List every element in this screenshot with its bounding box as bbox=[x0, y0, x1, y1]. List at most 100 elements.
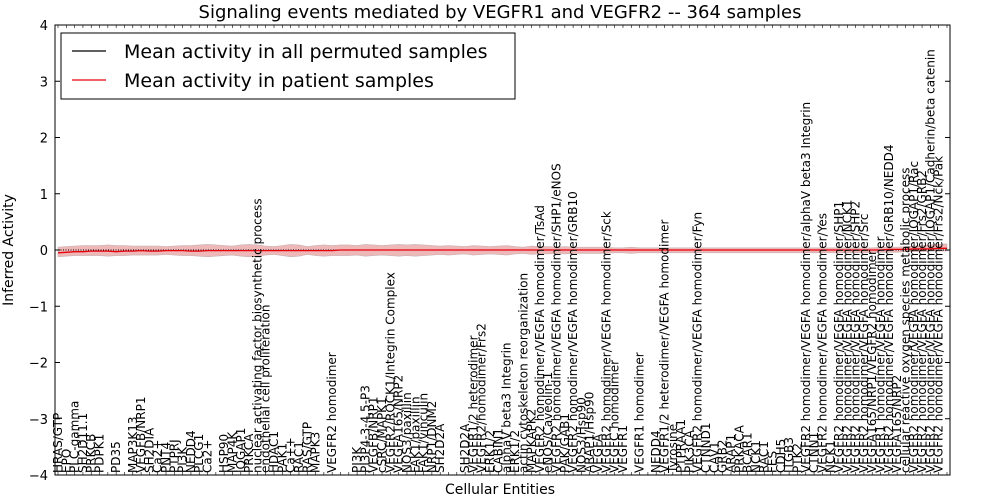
x-category-label: endothelial cell proliferation bbox=[259, 305, 273, 473]
x-category-label: GRB2 bbox=[716, 439, 730, 473]
x-category-label: VEGFR1/2 heterodimer/VEGFA homodimer bbox=[658, 220, 672, 473]
y-tick-label: 0 bbox=[40, 244, 48, 259]
x-category-label: MAPKAPK2 bbox=[525, 409, 539, 473]
x-category-label: VEGFR2 homodimer/VEGFA homodimer/SHP1 bbox=[832, 201, 846, 473]
x-category-label: PRKCB bbox=[84, 434, 98, 473]
x-category-label: VEGFR2/homodimer/Frs2 bbox=[475, 323, 489, 473]
x-category-label: PTPRJ bbox=[167, 439, 181, 473]
x-category-label: PIK3CA bbox=[682, 429, 696, 473]
x-category-label: NCK1 bbox=[749, 440, 763, 473]
y-tick-label: 3 bbox=[40, 75, 48, 90]
patient-mean-line bbox=[57, 247, 947, 254]
x-category-label: VEGFR2 homodimer/VEGFA homodimer/GRB10 bbox=[566, 191, 580, 473]
x-category-label: VEGFR2 homodimer/VEGFA homodimer/NCK1 bbox=[840, 199, 854, 473]
x-category-label: Ca2+ bbox=[201, 440, 215, 473]
x-category-label: VEGFR2 homodimer/VEGFA homodimer/Yes bbox=[815, 213, 829, 473]
x-category-label: RAC1 bbox=[292, 441, 306, 473]
x-category-label: HDAC1 bbox=[267, 431, 281, 473]
x-category-label: VEGFR1/2 heterodimer bbox=[466, 335, 480, 473]
x-category-label: PLC-gamma bbox=[68, 401, 82, 473]
x-category-label: VEGFR2 homodimer/VEGFA homodimer/Src bbox=[857, 213, 871, 473]
y-tick-label: −4 bbox=[29, 469, 48, 484]
x-category-label: VEGFR2/ROCK1/Integrin Complex bbox=[383, 272, 397, 473]
x-category-label: alphaV beta3 Integrin bbox=[500, 342, 514, 473]
x-category-label: VEGFB/NRP1 bbox=[134, 397, 148, 473]
x-category-label: VEGFR2 homodimer bbox=[325, 352, 339, 473]
x-category-label: PLCG1 bbox=[192, 434, 206, 473]
x-category-label: VEGFR2 homodimer/VEGFA homodimer/Frs2/GR… bbox=[915, 170, 929, 473]
legend-label-patient: Mean activity in patient samples bbox=[124, 70, 434, 92]
x-category-label: SH2D2A bbox=[458, 423, 472, 473]
x-category-label: CAV1 bbox=[707, 441, 721, 473]
x-category-label: VEGFA165/NRP2 bbox=[392, 375, 406, 473]
x-category-label: cSRC/MAPK1 bbox=[375, 397, 389, 473]
x-category-label: MAP4K bbox=[226, 431, 240, 473]
x-category-label: RAS/GTP bbox=[300, 422, 314, 473]
x-category-label: ERK1/2 bbox=[483, 430, 497, 473]
x-category-label: Tyrosine bbox=[666, 424, 680, 474]
y-axis-title: Inferred Activity bbox=[1, 194, 17, 306]
x-category-label: VEGFR1 bbox=[616, 425, 630, 473]
legend-label-permuted: Mean activity in all permuted samples bbox=[124, 41, 487, 63]
x-category-label: Ca2+ bbox=[151, 440, 165, 473]
x-category-label: VEGFR2 homodimer/VEGFA homodimer/GRB10/N… bbox=[882, 144, 896, 473]
x-category-label: VEGFR2 homodimer/VEGFA homodimer/TsAd bbox=[533, 205, 547, 473]
x-category-label: FAK1/vinculin bbox=[417, 393, 431, 473]
x-category-label: FAK1/paxillin bbox=[408, 396, 422, 473]
x-category-label: FES bbox=[766, 451, 780, 473]
x-category-label: PNT4 bbox=[159, 442, 173, 473]
x-category-label: IQGAP1 bbox=[234, 428, 248, 473]
x-category-label: VEGFR1 homodimer/VEGFA homodimer bbox=[874, 236, 888, 473]
x-category-label: PRKCA bbox=[242, 433, 256, 473]
y-axis: 4 3 2 1 0 −1 −2 −3 −4 bbox=[29, 19, 950, 484]
chart-title: Signaling events mediated by VEGFR1 and … bbox=[199, 2, 802, 23]
x-category-label: PD35 bbox=[109, 441, 123, 473]
y-tick-label: 4 bbox=[40, 19, 48, 34]
y-tick-label: −3 bbox=[29, 413, 48, 428]
x-category-label: VEGFR1 homodimer bbox=[633, 352, 647, 473]
x-category-label: MAPK3 bbox=[309, 432, 323, 473]
x-category-label: HSP90 bbox=[217, 434, 231, 473]
x-category-label: RAC1 bbox=[757, 441, 771, 473]
x-category-label: actin cytoskeleton reorganization bbox=[516, 273, 530, 473]
x-category-label: VEGFA165/NRP1/VEGFR2 homodimer bbox=[865, 250, 879, 473]
x-category-label: HRAS/GTP bbox=[51, 413, 65, 473]
x-category-label: NEDD4 bbox=[184, 430, 198, 473]
x-category-label: VEGFR2 homodimer/VEGFA homodimer/SHP2 bbox=[849, 201, 863, 473]
x-category-label: PDPK1 bbox=[93, 434, 107, 473]
x-category-label: eNOS/Caveolin-1 bbox=[541, 372, 555, 473]
x-category-label: Ca++ bbox=[284, 437, 298, 473]
x-category-label: VEGFC homodimer bbox=[608, 360, 622, 473]
x-category-label: CDH5 bbox=[774, 439, 788, 473]
x-category-label: NEDD4 bbox=[649, 430, 663, 473]
x-category-label: CTNND1 bbox=[699, 422, 713, 473]
x-category-label: PAK/GAB1 bbox=[558, 413, 572, 473]
x-category-label: CTNN1 bbox=[807, 432, 821, 473]
x-category-label: PI3K bbox=[176, 446, 190, 473]
x-category-label: PRKACA bbox=[732, 424, 746, 473]
x-category-label: BCAR1 bbox=[741, 432, 755, 473]
x-category-label: VEGFB/NRP1 bbox=[367, 397, 381, 473]
x-category-label: VEGFR2 homodimer/VEGFA homodimer/Fyn bbox=[691, 212, 705, 473]
x-category-label: ARAP1/Hsp90 bbox=[583, 392, 597, 473]
x-category-label: VEGFR2 homodimer/VEGFA homodimer/IQGAP1/… bbox=[923, 49, 937, 473]
y-tick-label: 1 bbox=[40, 188, 48, 203]
x-category-label: EPO bbox=[59, 449, 73, 473]
x-category-label: VEGFR2 homodimer/VEGFA homodimer/SHP1/eN… bbox=[550, 163, 564, 473]
x-category-label: PTPRAA1 bbox=[674, 419, 688, 473]
x-category-label: MAP3K13 bbox=[126, 416, 140, 473]
x-category-label: VEGFR2 homodimer/VEGFA homodimer/alphaV … bbox=[799, 102, 813, 473]
x-category-label: SH2D2A bbox=[433, 423, 447, 473]
x-category-label: SH2D11.1 bbox=[76, 413, 90, 473]
x-category-label: NRP1/DNM2 bbox=[425, 401, 439, 473]
x-category-label: VEGFA bbox=[591, 433, 605, 473]
x-category-label: VEGFR2 homodimer/VEGFA homodimer/Sck bbox=[599, 211, 613, 473]
y-tick-label: 2 bbox=[40, 132, 48, 147]
x-category-label: VEGFA165/NRP2 bbox=[890, 375, 904, 473]
x-category-label: VEGFR2 homodimer/VEGFA homodimer/Frs2/Nc… bbox=[932, 156, 946, 473]
x-category-label: PI3P4-3-4,5-P3 bbox=[358, 385, 372, 473]
x-category-label: CABIN1 bbox=[491, 428, 505, 473]
x-category-label: ERK1/2 bbox=[508, 430, 522, 473]
